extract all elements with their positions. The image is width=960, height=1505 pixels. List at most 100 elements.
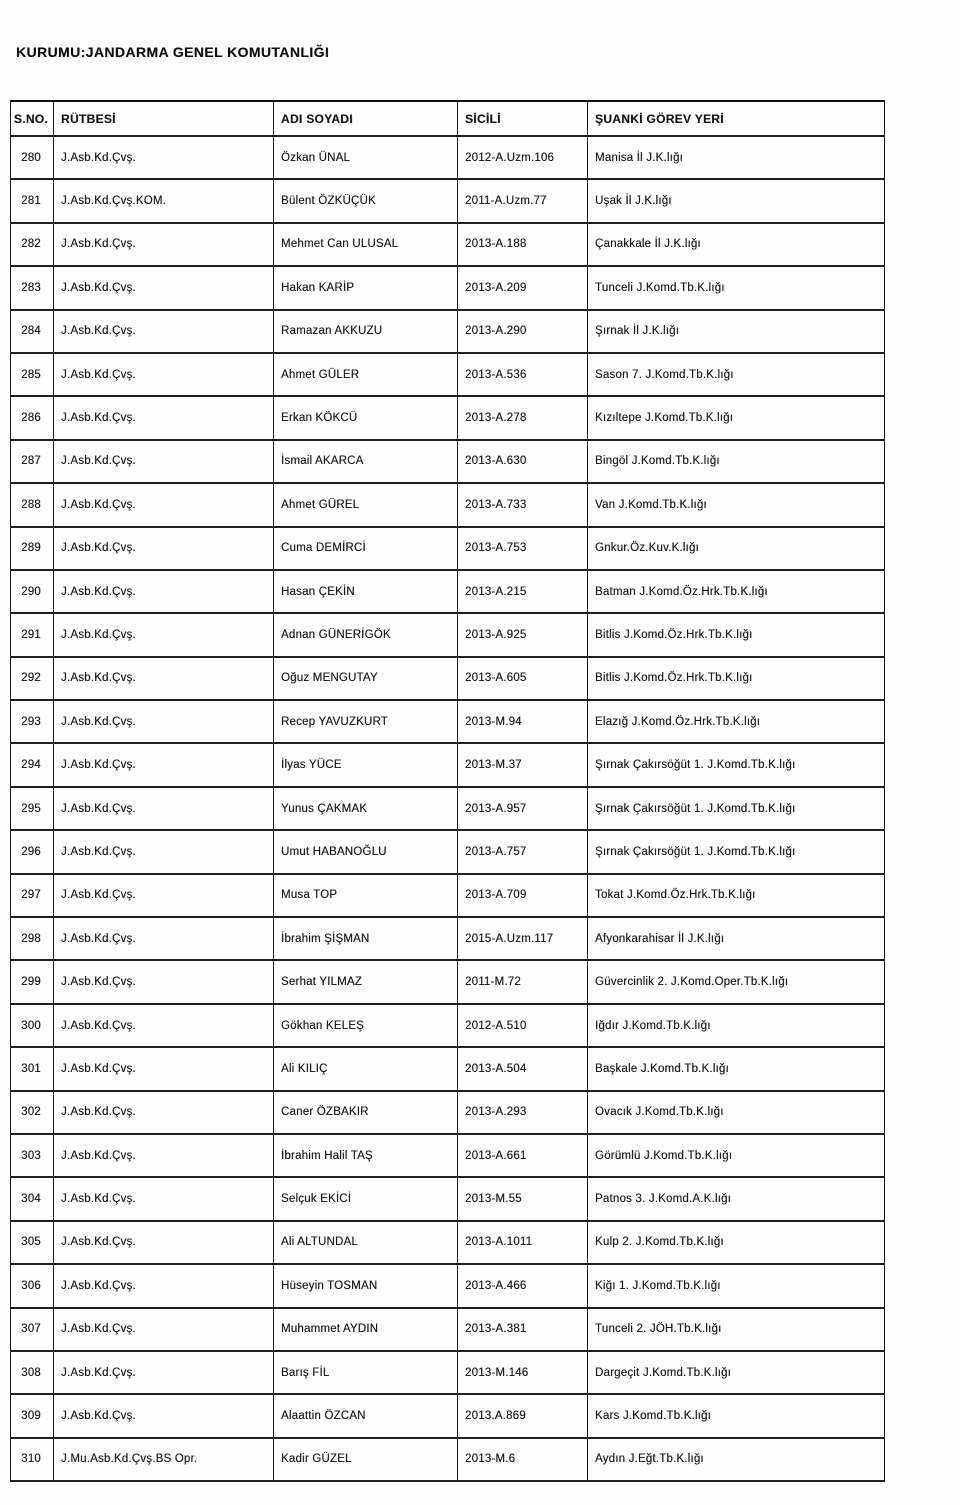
table-row: 292 J.Asb.Kd.Çvş. Oğuz MENGUTAY 2013-A.605 B… <box>10 655 885 702</box>
cell-sicili: 2013-A.188 <box>457 221 588 268</box>
cell-sicili: 2013.A.869 <box>457 1393 588 1439</box>
cell-sno: 305 <box>10 1219 54 1266</box>
cell-sno: 296 <box>10 829 54 875</box>
cell-sicili: 2013-A.630 <box>457 438 588 485</box>
cell-sicili: 2013-A.278 <box>457 395 588 441</box>
table-row: 310 J.Mu.Asb.Kd.Çvş.BS Opr. Kadir GÜZEL 201… <box>10 1436 885 1483</box>
cell-sno: 291 <box>10 612 54 658</box>
cell-gorev-yeri: Batman J.Komd.Öz.Hrk.Tb.K.lığı <box>587 568 885 615</box>
cell-sno: 295 <box>10 785 54 832</box>
cell-sno: 281 <box>10 178 54 224</box>
cell-sno: 297 <box>10 872 54 919</box>
cell-rutbesi: J.Asb.Kd.Çvş. <box>53 1176 274 1222</box>
cell-sicili: 2013-A.605 <box>457 655 588 702</box>
cell-sno: 298 <box>10 916 54 962</box>
table-row: 304 J.Asb.Kd.Çvş. Selçuk EKİCİ 2013-M.55 Pat… <box>10 1176 885 1222</box>
cell-adi-soyadi: İbrahim Halil TAŞ <box>273 1132 458 1179</box>
cell-adi-soyadi: Mehmet Can ULUSAL <box>273 221 458 268</box>
cell-gorev-yeri: Başkale J.Komd.Tb.K.lığı <box>587 1046 885 1092</box>
cell-rutbesi: J.Asb.Kd.Çvş. <box>53 916 274 962</box>
cell-adi-soyadi: Alaattin ÖZCAN <box>273 1393 458 1439</box>
cell-sicili: 2013-A.215 <box>457 568 588 615</box>
cell-rutbesi: J.Asb.Kd.Çvş. <box>53 1393 274 1439</box>
cell-rutbesi: J.Asb.Kd.Çvş. <box>53 221 274 268</box>
cell-adi-soyadi: İlyas YÜCE <box>273 742 458 788</box>
column-header-rutbesi: RÜTBESİ <box>53 100 274 137</box>
table-row: 290 J.Asb.Kd.Çvş. Hasan ÇEKİN 2013-A.215 Bat… <box>10 568 885 615</box>
cell-sicili: 2011-A.Uzm.77 <box>457 178 588 224</box>
cell-gorev-yeri: Çanakkale İl J.K.lığı <box>587 221 885 268</box>
table-row: 307 J.Asb.Kd.Çvş. Muhammet AYDIN 2013-A.381… <box>10 1306 885 1352</box>
cell-sno: 294 <box>10 742 54 788</box>
personnel-table: S.NO. RÜTBESİ ADI SOYADI SİCİLİ ŞUANKİ G… <box>10 100 885 1483</box>
cell-gorev-yeri: Kızıltepe J.Komd.Tb.K.lığı <box>587 395 885 441</box>
cell-sicili: 2013-A.757 <box>457 829 588 875</box>
cell-sno: 302 <box>10 1089 54 1135</box>
cell-gorev-yeri: Iğdır J.Komd.Tb.K.lığı <box>587 1002 885 1049</box>
cell-sno: 293 <box>10 699 54 745</box>
table-row: 302 J.Asb.Kd.Çvş. Caner ÖZBAKIR 2013-A.293 O… <box>10 1089 885 1135</box>
cell-rutbesi: J.Asb.Kd.Çvş. <box>53 1002 274 1049</box>
cell-sno: 283 <box>10 265 54 311</box>
table-row: 280 J.Asb.Kd.Çvş. Özkan ÜNAL 2012-A.Uzm.106… <box>10 134 885 181</box>
cell-rutbesi: J.Asb.Kd.Çvş. <box>53 612 274 658</box>
table-row: 281 J.Asb.Kd.Çvş.KOM. Bülent ÖZKÜÇÜK 2011-A… <box>10 178 885 224</box>
cell-rutbesi: J.Asb.Kd.Çvş. <box>53 525 274 571</box>
table-row: 286 J.Asb.Kd.Çvş. Erkan KÖKCÜ 2013-A.278 Kız… <box>10 395 885 441</box>
table-row: 287 J.Asb.Kd.Çvş. İsmail AKARCA 2013-A.630 B… <box>10 438 885 485</box>
cell-adi-soyadi: Ahmet GÜLER <box>273 351 458 398</box>
cell-sicili: 2013-A.1011 <box>457 1219 588 1266</box>
cell-adi-soyadi: Hakan KARİP <box>273 265 458 311</box>
cell-adi-soyadi: Gökhan KELEŞ <box>273 1002 458 1049</box>
cell-sicili: 2013-A.661 <box>457 1132 588 1179</box>
table-header-row: S.NO. RÜTBESİ ADI SOYADI SİCİLİ ŞUANKİ G… <box>10 100 885 137</box>
document-title: KURUMU:JANDARMA GENEL KOMUTANLIĞI <box>16 44 330 60</box>
cell-rutbesi: J.Asb.Kd.Çvş. <box>53 395 274 441</box>
cell-rutbesi: J.Asb.Kd.Çvş. <box>53 351 274 398</box>
table-row: 293 J.Asb.Kd.Çvş. Recep YAVUZKURT 2013-M.94… <box>10 699 885 745</box>
cell-gorev-yeri: Van J.Komd.Tb.K.lığı <box>587 482 885 528</box>
cell-adi-soyadi: Caner ÖZBAKIR <box>273 1089 458 1135</box>
cell-gorev-yeri: Sason 7. J.Komd.Tb.K.lığı <box>587 351 885 398</box>
cell-adi-soyadi: Ali KILIÇ <box>273 1046 458 1092</box>
cell-sicili: 2012-A.Uzm.106 <box>457 134 588 181</box>
table-row: 303 J.Asb.Kd.Çvş. İbrahim Halil TAŞ 2013-A.… <box>10 1132 885 1179</box>
cell-rutbesi: J.Asb.Kd.Çvş. <box>53 829 274 875</box>
column-header-adi-soyadi: ADI SOYADI <box>273 100 458 137</box>
table-row: 308 J.Asb.Kd.Çvş. Barış FİL 2013-M.146 Darge… <box>10 1349 885 1396</box>
cell-sicili: 2013-A.293 <box>457 1089 588 1135</box>
cell-rutbesi: J.Asb.Kd.Çvş. <box>53 1349 274 1396</box>
cell-gorev-yeri: Bingöl J.Komd.Tb.K.lığı <box>587 438 885 485</box>
cell-adi-soyadi: Bülent ÖZKÜÇÜK <box>273 178 458 224</box>
cell-gorev-yeri: Dargeçit J.Komd.Tb.K.lığı <box>587 1349 885 1396</box>
cell-sno: 286 <box>10 395 54 441</box>
cell-sno: 304 <box>10 1176 54 1222</box>
cell-gorev-yeri: Aydın J.Eğt.Tb.K.lığı <box>587 1436 885 1483</box>
table-row: 282 J.Asb.Kd.Çvş. Mehmet Can ULUSAL 2013-A.… <box>10 221 885 268</box>
cell-gorev-yeri: Gnkur.Öz.Kuv.K.lığı <box>587 525 885 571</box>
cell-rutbesi: J.Asb.Kd.Çvş. <box>53 655 274 702</box>
cell-adi-soyadi: Recep YAVUZKURT <box>273 699 458 745</box>
cell-adi-soyadi: Cuma DEMİRCİ <box>273 525 458 571</box>
cell-sno: 309 <box>10 1393 54 1439</box>
cell-rutbesi: J.Asb.Kd.Çvş. <box>53 134 274 181</box>
cell-sicili: 2013-A.381 <box>457 1306 588 1352</box>
cell-gorev-yeri: Afyonkarahisar İl J.K.lığı <box>587 916 885 962</box>
cell-gorev-yeri: Tunceli J.Komd.Tb.K.lığı <box>587 265 885 311</box>
column-header-suanki-gorev-yeri: ŞUANKİ GÖREV YERİ <box>587 100 885 137</box>
cell-gorev-yeri: Kiğı 1. J.Komd.Tb.K.lığı <box>587 1263 885 1309</box>
cell-gorev-yeri: Manisa İl J.K.lığı <box>587 134 885 181</box>
cell-rutbesi: J.Asb.Kd.Çvş. <box>53 482 274 528</box>
cell-sicili: 2015-A.Uzm.117 <box>457 916 588 962</box>
cell-sicili: 2013-M.55 <box>457 1176 588 1222</box>
cell-adi-soyadi: Umut HABANOĞLU <box>273 829 458 875</box>
cell-sno: 290 <box>10 568 54 615</box>
table-row: 301 J.Asb.Kd.Çvş. Ali KILIÇ 2013-A.504 Başka… <box>10 1046 885 1092</box>
cell-gorev-yeri: Kulp 2. J.Komd.Tb.K.lığı <box>587 1219 885 1266</box>
cell-adi-soyadi: Ali ALTUNDAL <box>273 1219 458 1266</box>
cell-adi-soyadi: Yunus ÇAKMAK <box>273 785 458 832</box>
cell-adi-soyadi: Barış FİL <box>273 1349 458 1396</box>
cell-sno: 300 <box>10 1002 54 1049</box>
cell-sno: 282 <box>10 221 54 268</box>
table-row: 305 J.Asb.Kd.Çvş. Ali ALTUNDAL 2013-A.1011 K… <box>10 1219 885 1266</box>
